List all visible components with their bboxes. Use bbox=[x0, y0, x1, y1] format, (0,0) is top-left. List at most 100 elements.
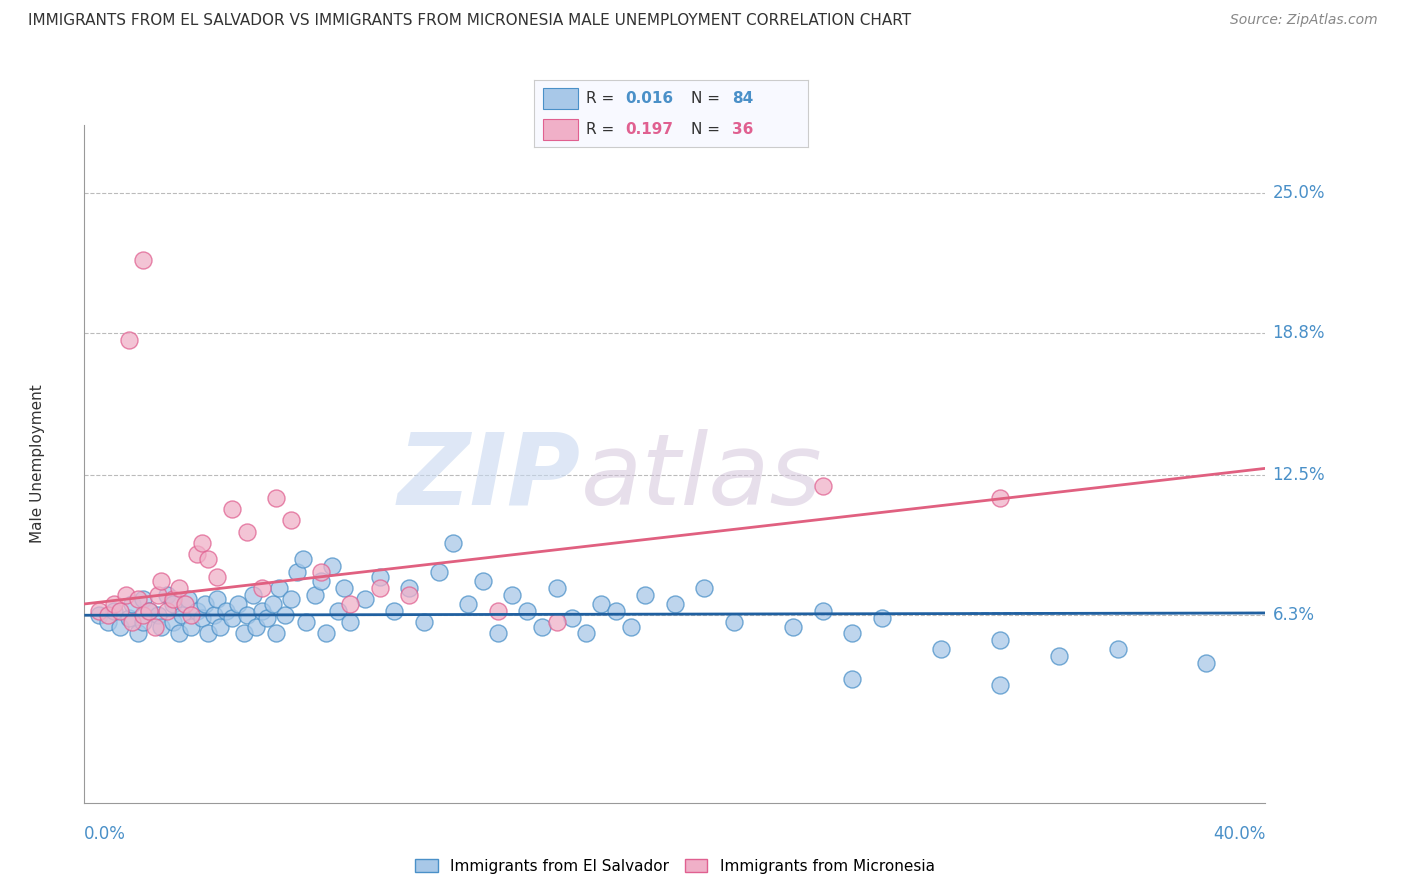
Point bbox=[197, 551, 219, 566]
Point bbox=[1047, 648, 1070, 663]
Point bbox=[264, 626, 288, 640]
Legend: Immigrants from El Salvador, Immigrants from Micronesia: Immigrants from El Salvador, Immigrants … bbox=[409, 853, 941, 880]
Point bbox=[156, 588, 179, 602]
Point bbox=[205, 570, 228, 584]
Point bbox=[591, 597, 613, 611]
Point bbox=[132, 592, 155, 607]
Point bbox=[186, 547, 208, 561]
Point bbox=[108, 604, 131, 618]
Point bbox=[354, 592, 377, 607]
Point bbox=[280, 513, 302, 527]
Point bbox=[97, 615, 120, 629]
Point bbox=[114, 588, 136, 602]
Text: 12.5%: 12.5% bbox=[1272, 467, 1324, 484]
Text: 0.016: 0.016 bbox=[624, 91, 673, 106]
Point bbox=[486, 626, 509, 640]
Point bbox=[782, 619, 804, 633]
Point bbox=[486, 604, 509, 618]
Point bbox=[309, 566, 332, 580]
Point bbox=[870, 610, 893, 624]
Point bbox=[274, 608, 297, 623]
Point bbox=[97, 608, 120, 623]
Point bbox=[664, 597, 686, 611]
Point bbox=[132, 253, 155, 268]
Point bbox=[546, 615, 568, 629]
Point bbox=[723, 615, 745, 629]
Point bbox=[339, 615, 361, 629]
Text: 18.8%: 18.8% bbox=[1272, 324, 1324, 342]
Point bbox=[382, 604, 406, 618]
Point bbox=[295, 615, 318, 629]
Point bbox=[127, 626, 149, 640]
Point bbox=[143, 619, 166, 633]
Point bbox=[170, 608, 193, 623]
Point bbox=[132, 608, 155, 623]
Point bbox=[148, 588, 170, 602]
Point bbox=[180, 608, 202, 623]
Point bbox=[634, 588, 657, 602]
Bar bbox=[543, 87, 578, 109]
Text: Male Unemployment: Male Unemployment bbox=[30, 384, 45, 543]
Bar bbox=[543, 119, 578, 140]
Point bbox=[929, 642, 952, 657]
Point bbox=[988, 678, 1011, 692]
Point bbox=[205, 592, 228, 607]
Point bbox=[841, 672, 863, 686]
Point bbox=[530, 619, 553, 633]
Text: N =: N = bbox=[690, 122, 724, 137]
Text: 6.3%: 6.3% bbox=[1272, 607, 1315, 624]
Text: N =: N = bbox=[690, 91, 724, 106]
Point bbox=[988, 491, 1011, 505]
Point bbox=[235, 608, 259, 623]
Point bbox=[162, 592, 184, 607]
Text: 40.0%: 40.0% bbox=[1213, 825, 1265, 843]
Point bbox=[226, 597, 249, 611]
Point bbox=[138, 604, 160, 618]
Point bbox=[103, 597, 125, 611]
Point bbox=[368, 570, 391, 584]
Point bbox=[472, 574, 495, 589]
Text: 0.0%: 0.0% bbox=[84, 825, 127, 843]
Text: 0.197: 0.197 bbox=[624, 122, 672, 137]
Point bbox=[269, 581, 291, 595]
Point bbox=[811, 604, 834, 618]
Point bbox=[501, 588, 523, 602]
Point bbox=[457, 597, 479, 611]
Point bbox=[291, 551, 314, 566]
Point bbox=[186, 604, 208, 618]
Point bbox=[605, 604, 627, 618]
Point bbox=[693, 581, 716, 595]
Point bbox=[232, 626, 254, 640]
Point bbox=[173, 597, 195, 611]
Point bbox=[1195, 656, 1218, 670]
Point bbox=[811, 479, 834, 493]
Point bbox=[103, 604, 125, 618]
Point bbox=[167, 581, 190, 595]
Point bbox=[368, 581, 391, 595]
Point bbox=[398, 588, 420, 602]
Point bbox=[87, 608, 111, 623]
Point bbox=[841, 626, 863, 640]
Point bbox=[121, 615, 143, 629]
Point bbox=[256, 610, 278, 624]
Text: 36: 36 bbox=[731, 122, 754, 137]
Point bbox=[315, 626, 337, 640]
Text: Source: ZipAtlas.com: Source: ZipAtlas.com bbox=[1230, 13, 1378, 28]
Point bbox=[221, 502, 243, 516]
Point bbox=[546, 581, 568, 595]
Point bbox=[280, 592, 302, 607]
Point bbox=[328, 604, 350, 618]
Point bbox=[209, 619, 232, 633]
Point bbox=[191, 536, 214, 550]
Point bbox=[148, 608, 170, 623]
Point bbox=[177, 592, 200, 607]
Point bbox=[221, 610, 243, 624]
Point bbox=[575, 626, 598, 640]
Point bbox=[138, 604, 160, 618]
Point bbox=[162, 597, 184, 611]
Point bbox=[191, 610, 214, 624]
Text: IMMIGRANTS FROM EL SALVADOR VS IMMIGRANTS FROM MICRONESIA MALE UNEMPLOYMENT CORR: IMMIGRANTS FROM EL SALVADOR VS IMMIGRANT… bbox=[28, 13, 911, 29]
Point bbox=[87, 604, 111, 618]
Point bbox=[118, 333, 141, 347]
Point bbox=[250, 604, 273, 618]
